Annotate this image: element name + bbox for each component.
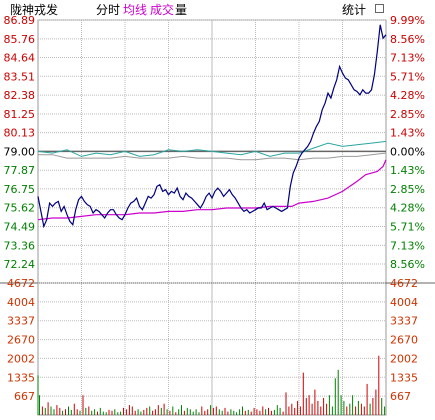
volume-tick-label: 2002 — [7, 352, 35, 365]
volume-tick-label: 4672 — [7, 277, 35, 290]
price-polyline — [37, 24, 387, 229]
price-tick-label: 80.13 — [4, 127, 36, 140]
percent-tick-label: 8.56% — [390, 258, 425, 271]
volume-tick-label-right: 4004 — [390, 296, 418, 309]
chart-header: 陇神戎发 分时 均线 成交 量 统计 — [0, 0, 435, 20]
price-tick-label: 82.38 — [4, 89, 36, 102]
price-tick-label: 81.25 — [4, 108, 36, 121]
volume-grid — [38, 282, 386, 397]
volume-tick-label-right: 3337 — [390, 315, 418, 328]
maximize-icon[interactable] — [375, 4, 384, 13]
price-tick-label: 75.62 — [4, 202, 36, 215]
percent-tick-label: 1.43% — [390, 164, 425, 177]
price-tick-label: 84.64 — [4, 51, 36, 64]
price-tick-label: 73.36 — [4, 239, 36, 252]
price-axis-left: 86.89 85.76 84.64 83.51 82.38 81.25 80.13 79.00… — [4, 14, 36, 271]
tab-average-line[interactable]: 均线 — [123, 3, 148, 17]
price-tick-label: 86.89 — [4, 14, 36, 27]
volume-tick-label: 4004 — [7, 296, 35, 309]
percent-tick-label: 5.71% — [390, 221, 425, 234]
price-line — [37, 24, 387, 229]
stock-name: 陇神戎发 — [10, 3, 59, 17]
percent-tick-label: 2.85% — [390, 183, 425, 196]
price-tick-label: 74.49 — [4, 221, 36, 234]
price-tick-label: 83.51 — [4, 70, 36, 83]
volume-tick-label: 667 — [14, 390, 35, 403]
percent-axis-right: 9.99% 8.56% 7.13% 5.71% 4.28% 2.85% 1.43% 0.00%… — [390, 14, 425, 271]
tab-minute[interactable]: 分时 — [96, 3, 121, 17]
percent-tick-label: 4.28% — [390, 202, 425, 215]
percent-tick-label: 8.56% — [390, 33, 425, 46]
volume-tick-label: 2670 — [7, 334, 35, 347]
price-tick-label: 85.76 — [4, 33, 36, 46]
volume-tick-label: 1335 — [7, 371, 35, 384]
volume-tick-label-right: 1335 — [390, 371, 418, 384]
volume-tick-label: 3337 — [7, 315, 35, 328]
tab-volume-b[interactable]: 量 — [175, 3, 188, 17]
percent-tick-label: 4.28% — [390, 89, 425, 102]
volume-tick-label-right: 4672 — [390, 277, 418, 290]
price-tick-label: 79.00 — [4, 145, 36, 158]
volume-axis-right: 4672 4004 3337 2670 2002 1335 667 — [390, 277, 418, 403]
price-tick-label: 76.75 — [4, 183, 36, 196]
percent-tick-label: 1.43% — [390, 127, 425, 140]
price-tick-label: 72.24 — [4, 258, 36, 271]
index-line-gray — [38, 152, 387, 161]
volume-bars — [37, 355, 386, 415]
volume-tick-label-right: 2670 — [390, 334, 418, 347]
price-tick-label: 77.87 — [4, 164, 36, 177]
volume-axis-left: 4672 4004 3337 2670 2002 1335 667 — [7, 277, 35, 403]
volume-tick-label-right: 667 — [390, 390, 411, 403]
tab-volume-a[interactable]: 成交 — [150, 3, 175, 17]
percent-tick-label: 7.13% — [390, 51, 425, 64]
percent-tick-label: 0.00% — [390, 145, 425, 158]
stats-button[interactable]: 统计 — [342, 3, 367, 17]
percent-tick-label: 9.99% — [390, 14, 425, 27]
index-line-teal — [37, 140, 387, 157]
percent-tick-label: 7.13% — [390, 239, 425, 252]
index-lines — [37, 140, 387, 161]
percent-tick-label: 2.85% — [390, 108, 425, 121]
percent-tick-label: 5.71% — [390, 70, 425, 83]
volume-tick-label-right: 2002 — [390, 352, 418, 365]
